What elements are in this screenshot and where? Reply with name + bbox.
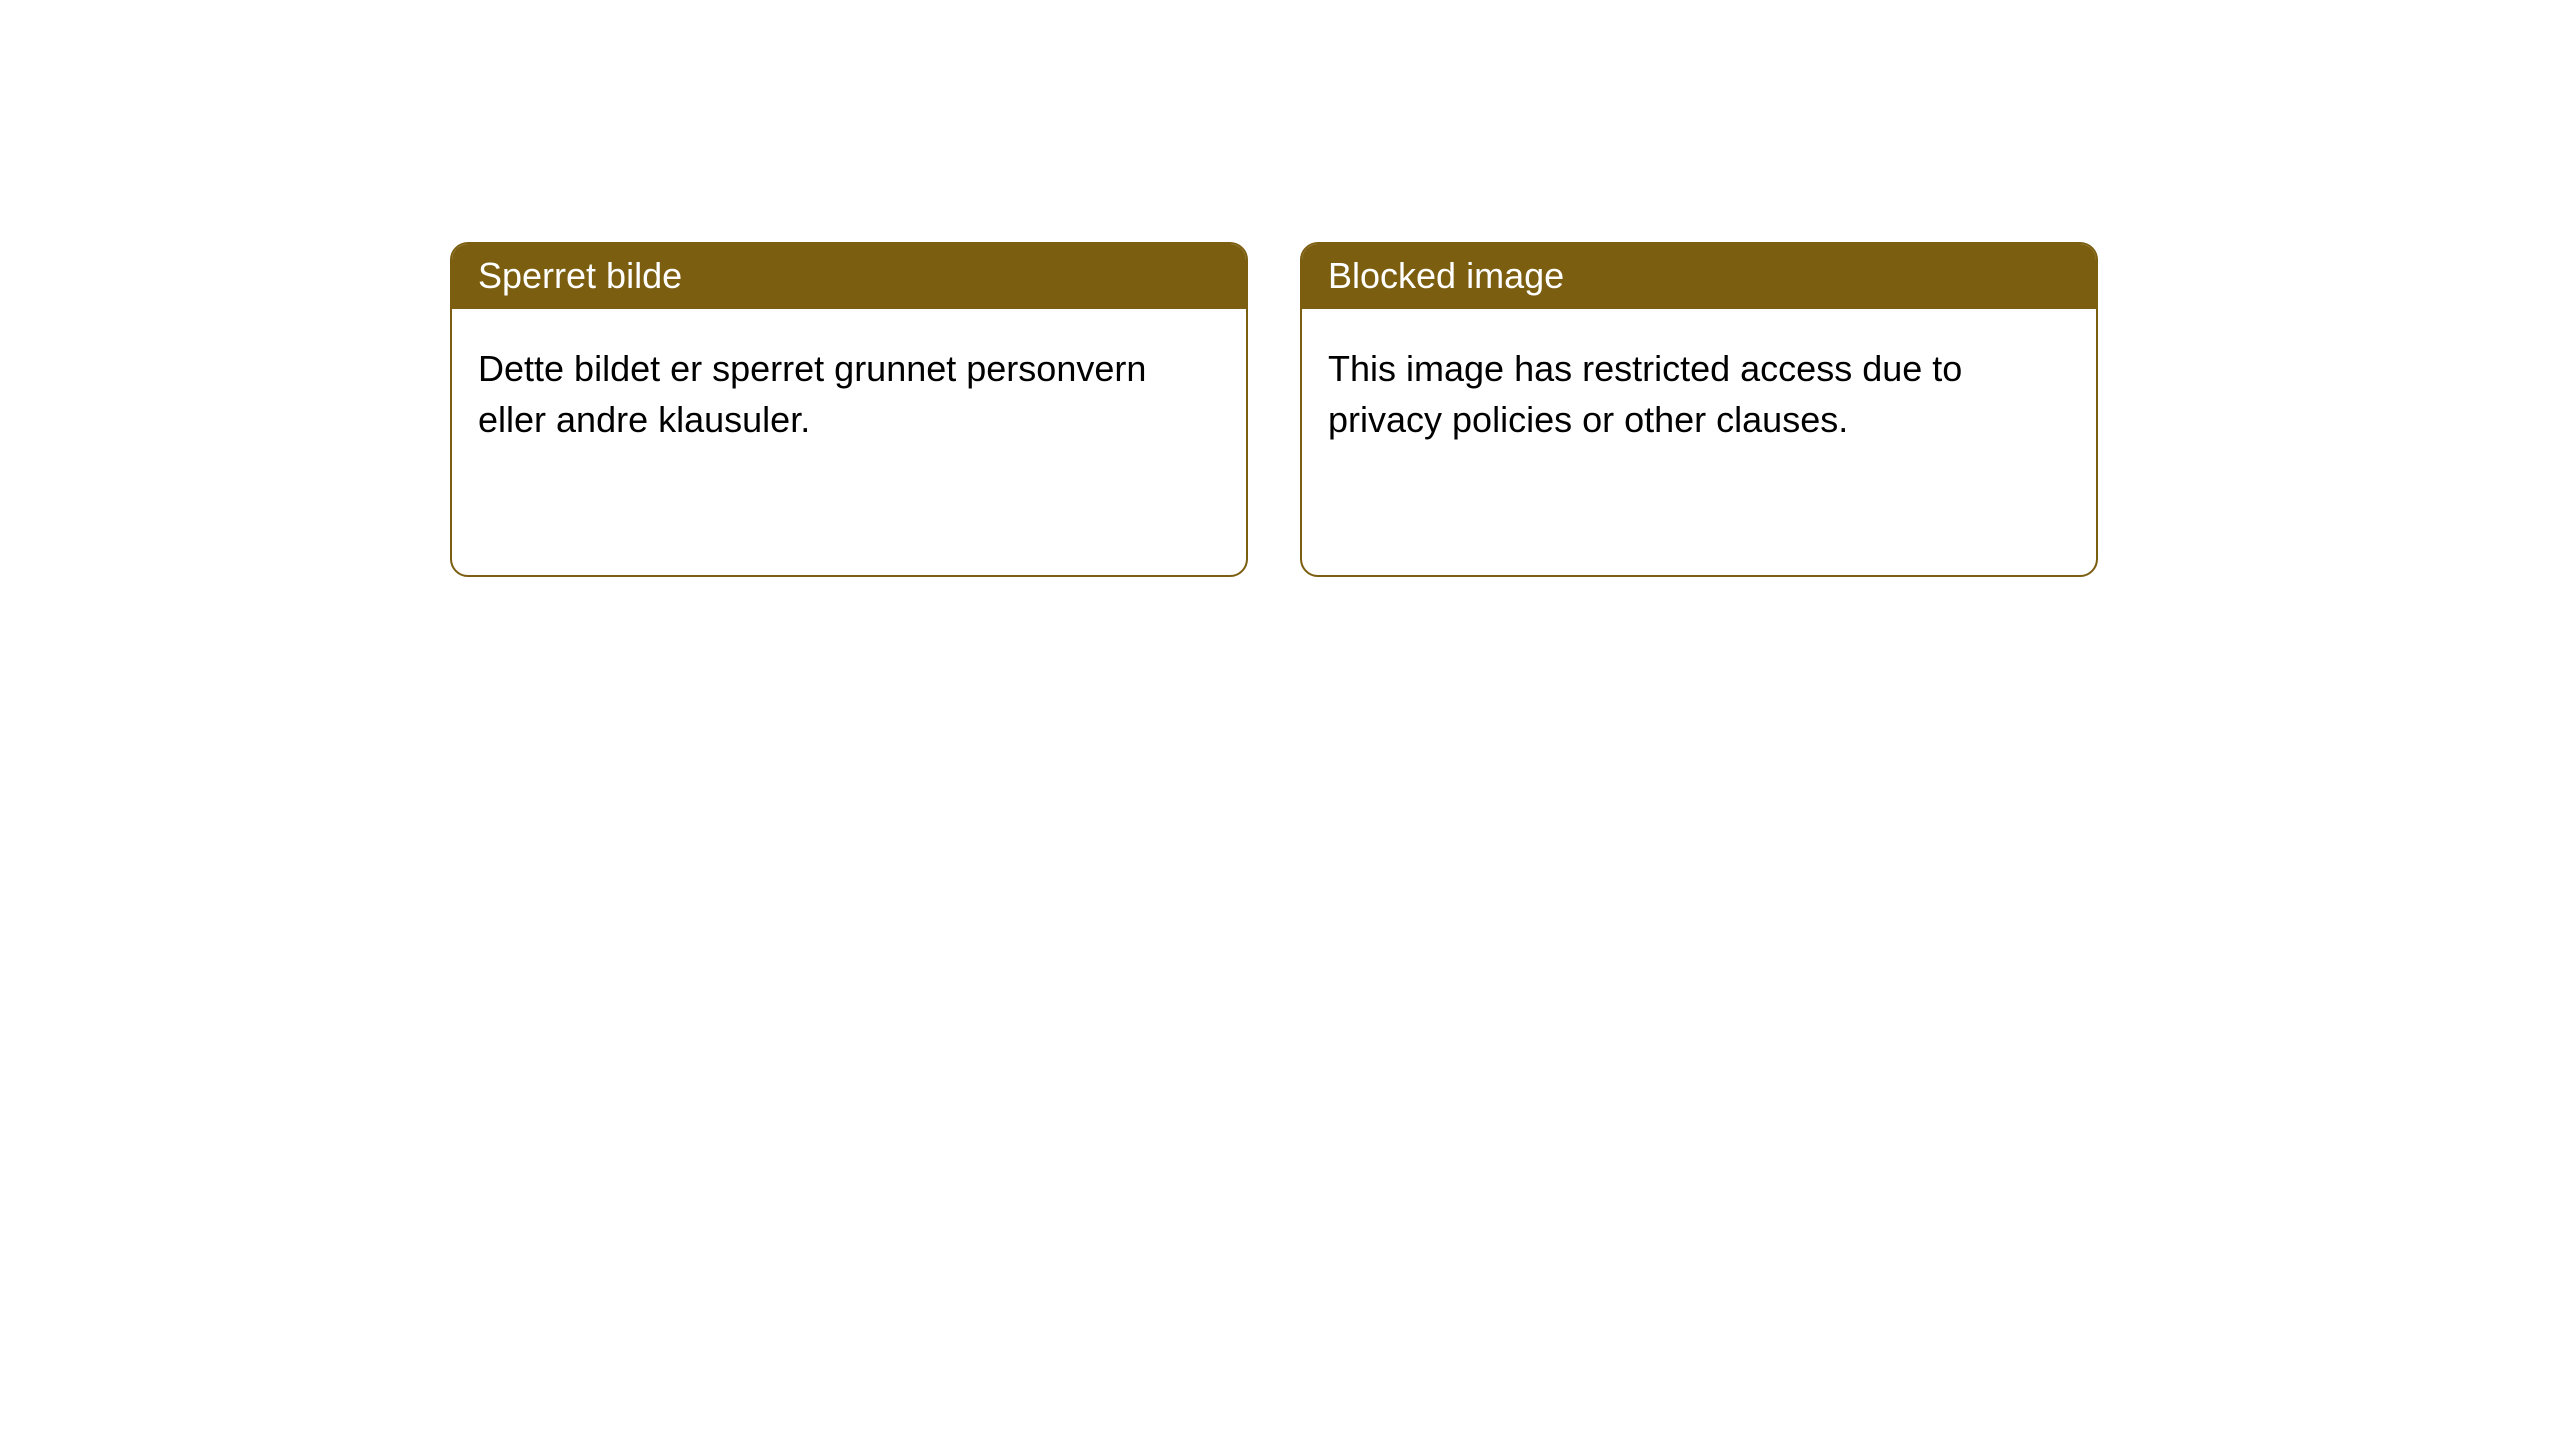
- notice-card-norwegian: Sperret bilde Dette bildet er sperret gr…: [450, 242, 1248, 577]
- card-header: Sperret bilde: [452, 244, 1246, 309]
- card-body: Dette bildet er sperret grunnet personve…: [452, 309, 1246, 471]
- notice-card-english: Blocked image This image has restricted …: [1300, 242, 2098, 577]
- card-text: This image has restricted access due to …: [1328, 348, 1962, 440]
- card-title: Sperret bilde: [478, 255, 682, 296]
- card-title: Blocked image: [1328, 255, 1564, 296]
- card-header: Blocked image: [1302, 244, 2096, 309]
- card-body: This image has restricted access due to …: [1302, 309, 2096, 471]
- notice-container: Sperret bilde Dette bildet er sperret gr…: [450, 242, 2098, 577]
- card-text: Dette bildet er sperret grunnet personve…: [478, 348, 1146, 440]
